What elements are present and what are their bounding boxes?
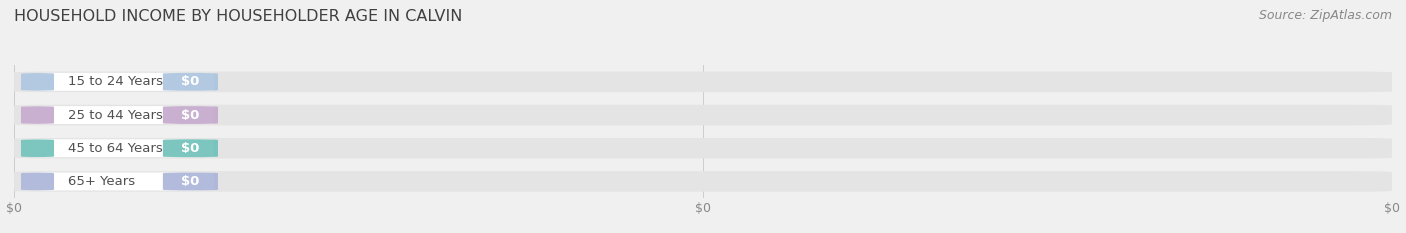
- FancyBboxPatch shape: [163, 172, 218, 190]
- FancyBboxPatch shape: [163, 73, 218, 91]
- Text: 65+ Years: 65+ Years: [67, 175, 135, 188]
- Text: Source: ZipAtlas.com: Source: ZipAtlas.com: [1258, 9, 1392, 22]
- FancyBboxPatch shape: [14, 105, 1392, 125]
- FancyBboxPatch shape: [14, 138, 1392, 158]
- FancyBboxPatch shape: [21, 73, 53, 91]
- Text: HOUSEHOLD INCOME BY HOUSEHOLDER AGE IN CALVIN: HOUSEHOLD INCOME BY HOUSEHOLDER AGE IN C…: [14, 9, 463, 24]
- FancyBboxPatch shape: [21, 172, 53, 190]
- Text: $0: $0: [181, 175, 200, 188]
- FancyBboxPatch shape: [14, 171, 1392, 192]
- Text: 25 to 44 Years: 25 to 44 Years: [67, 109, 163, 122]
- Text: $0: $0: [181, 75, 200, 88]
- FancyBboxPatch shape: [21, 106, 53, 124]
- Text: 45 to 64 Years: 45 to 64 Years: [67, 142, 163, 155]
- FancyBboxPatch shape: [163, 106, 218, 124]
- Text: $0: $0: [181, 142, 200, 155]
- FancyBboxPatch shape: [163, 139, 218, 157]
- FancyBboxPatch shape: [14, 72, 1392, 92]
- FancyBboxPatch shape: [21, 73, 214, 91]
- FancyBboxPatch shape: [21, 106, 214, 124]
- Text: 15 to 24 Years: 15 to 24 Years: [67, 75, 163, 88]
- FancyBboxPatch shape: [21, 139, 214, 157]
- FancyBboxPatch shape: [21, 172, 214, 190]
- Text: $0: $0: [181, 109, 200, 122]
- FancyBboxPatch shape: [21, 139, 53, 157]
